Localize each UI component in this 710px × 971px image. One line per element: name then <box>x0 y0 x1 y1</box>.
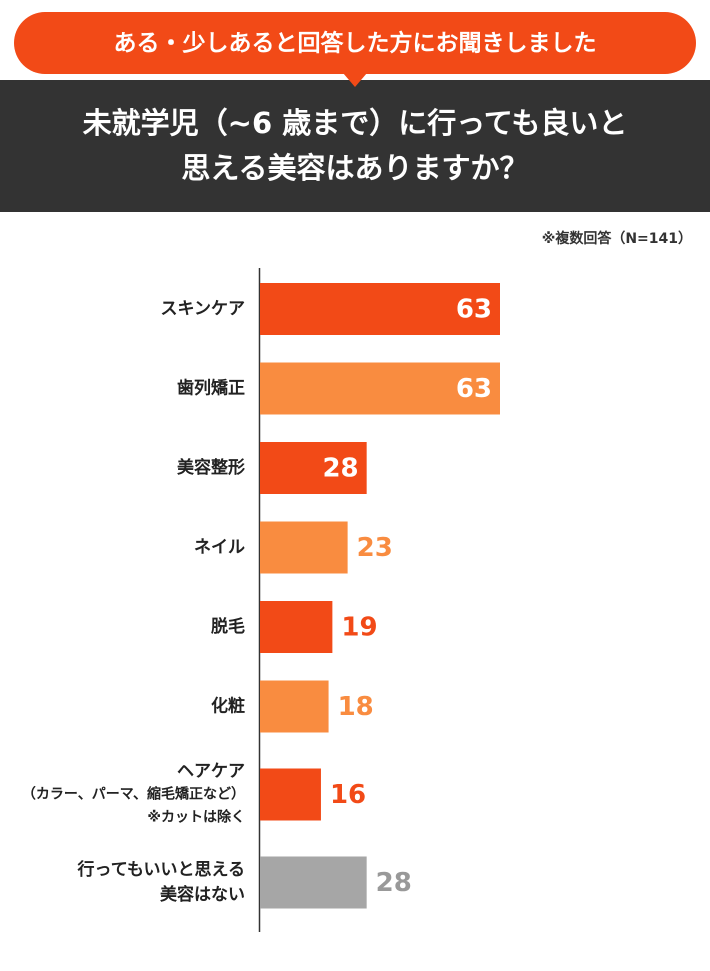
value-label: 28 <box>376 868 412 898</box>
bar <box>260 680 329 733</box>
bar <box>260 856 367 909</box>
value-label: 18 <box>338 692 374 722</box>
bar <box>260 442 367 494</box>
y-tick-label: 美容整形 <box>177 457 245 478</box>
y-tick-label: 脱毛 <box>211 616 245 637</box>
value-label: 63 <box>456 374 492 404</box>
y-tick-label: ネイル <box>194 538 245 558</box>
value-label: 16 <box>330 780 366 810</box>
value-label: 28 <box>322 454 358 484</box>
y-tick-label: ヘアケア（カラー、パーマ、縮毛矯正など）※カットは除く <box>22 762 245 826</box>
bar <box>260 521 348 574</box>
bar <box>260 283 500 335</box>
note: ※複数回答（N=141） <box>542 230 692 247</box>
value-label: 63 <box>456 295 492 325</box>
chart-title: 未就学児（~6 歳まで）に行っても良いと <box>83 106 628 140</box>
banner <box>14 12 696 74</box>
y-tick-label: スキンケア <box>161 299 246 319</box>
value-label: 19 <box>341 613 377 643</box>
bar <box>260 768 321 821</box>
value-label: 23 <box>357 533 393 563</box>
bar <box>260 362 500 415</box>
y-tick-label: 行ってもいいと思える美容はない <box>77 859 245 905</box>
chart-title: 思える美容はありますか？ <box>181 151 528 185</box>
title-band <box>0 80 710 212</box>
banner-pointer <box>343 73 367 87</box>
bar <box>260 601 333 653</box>
y-tick-label: 歯列矯正 <box>177 378 245 399</box>
banner-text: ある・少しあると回答した方にお聞きしました <box>114 30 597 57</box>
y-tick-label: 化粧 <box>211 696 245 717</box>
